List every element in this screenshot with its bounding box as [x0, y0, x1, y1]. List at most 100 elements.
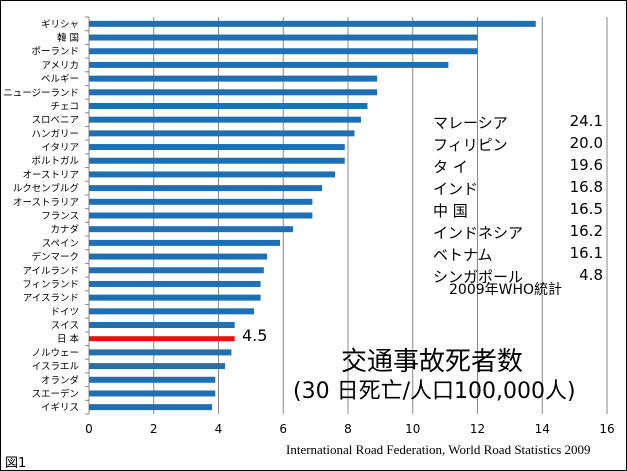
category-label: アイスランド — [23, 293, 79, 304]
inset-note: 2009年WHO統計 — [449, 282, 563, 298]
category-label: アメリカ — [41, 60, 79, 71]
inset-value: 16.5 — [569, 200, 603, 218]
category-label: デンマーク — [31, 251, 79, 263]
inset-value: 4.8 — [579, 266, 603, 284]
bar — [89, 363, 225, 370]
inset-country: インド — [433, 180, 479, 198]
bar — [89, 48, 478, 55]
category-label: イスラエル — [32, 362, 80, 373]
inset-row: インドネシア 16.2 — [433, 222, 603, 244]
category-label: フランス — [41, 211, 79, 222]
chart-subtitle: (30 日死亡/人口100,000人) — [293, 379, 576, 404]
inset-row: タ イ 19.6 — [433, 156, 603, 178]
category-label: オーストリア — [22, 170, 79, 181]
bar — [89, 404, 213, 411]
inset-row: インド 16.8 — [433, 178, 603, 200]
bar — [89, 376, 216, 383]
bar — [89, 322, 235, 329]
x-tick-label: 16 — [599, 422, 614, 436]
category-label: ギリシャ — [41, 19, 79, 30]
category-label: ノルウェー — [31, 348, 79, 359]
bar — [89, 349, 232, 356]
inset-country: タ イ — [433, 158, 468, 176]
category-label: チェコ — [50, 101, 79, 112]
bar — [89, 20, 536, 27]
inset-row: マレーシア 24.1 — [433, 112, 603, 134]
bar — [89, 198, 313, 205]
inset-row: シンガポール 4.8 — [433, 266, 603, 288]
source-note: International Road Federation, World Roa… — [286, 442, 591, 457]
inset-value: 16.1 — [569, 244, 603, 262]
bar — [89, 267, 264, 274]
x-tick-label: 0 — [85, 422, 93, 436]
x-tick-label: 12 — [470, 422, 485, 436]
bar — [89, 130, 355, 137]
inset-country: 中 国 — [433, 202, 468, 220]
x-tick-label: 14 — [535, 422, 550, 436]
category-label: イギリス — [41, 403, 79, 414]
bar — [89, 239, 281, 246]
bar — [89, 390, 216, 397]
inset-row: フィリピン 20.0 — [433, 134, 603, 156]
category-label: ルクセンブルグ — [13, 183, 80, 195]
category-label: ポーランド — [31, 47, 79, 58]
category-label: ポルトガル — [31, 156, 79, 167]
bar — [89, 336, 235, 342]
category-label: オランダ — [41, 374, 80, 386]
category-label: イタリア — [41, 143, 79, 154]
x-tick-label: 8 — [344, 422, 352, 436]
inset-value: 19.6 — [569, 156, 603, 174]
inset-value: 20.0 — [569, 134, 603, 152]
category-label: スエーデン — [31, 388, 79, 400]
category-label: ハンガリー — [31, 129, 79, 140]
bar — [89, 308, 255, 315]
bar — [89, 171, 336, 178]
x-tick-label: 4 — [215, 422, 223, 436]
bar — [89, 280, 261, 287]
bar — [89, 34, 478, 41]
inset-value: 16.8 — [569, 178, 603, 196]
category-label: ベルギー — [41, 74, 79, 85]
category-label: 韓 国 — [57, 33, 79, 44]
category-label: 日 本 — [57, 333, 80, 345]
category-label: スロベニア — [31, 115, 79, 126]
x-tick-label: 10 — [405, 422, 420, 436]
bar — [89, 116, 361, 123]
category-label: オーストラリア — [13, 197, 79, 208]
x-tick-label: 6 — [279, 422, 287, 436]
inset-value: 24.1 — [569, 112, 603, 130]
category-label: カナダ — [50, 224, 79, 236]
asia-inset-table: マレーシア 24.1 フィリピン 20.0 タ イ 19.6 インド 16.8 中 国 1… — [433, 112, 603, 288]
category-label: フィンランド — [22, 279, 79, 290]
bar — [89, 226, 293, 233]
category-label: スペイン — [42, 238, 79, 249]
category-label: アイルランド — [22, 266, 79, 277]
bar — [89, 61, 449, 68]
bar — [89, 89, 378, 96]
figure-label: 図1 — [5, 456, 27, 471]
japan-value-label: 4.5 — [242, 326, 268, 345]
inset-country: インドネシア — [433, 224, 524, 242]
bar — [89, 212, 313, 219]
category-label: スイス — [51, 321, 79, 332]
bar — [89, 253, 268, 260]
bar — [89, 294, 261, 301]
category-label: ドイツ — [50, 307, 79, 318]
bar — [89, 157, 345, 164]
inset-country: マレーシア — [433, 114, 508, 132]
bar — [89, 144, 345, 151]
x-tick-label: 2 — [150, 422, 158, 436]
bar — [89, 75, 378, 82]
inset-country: ベトナム — [433, 246, 493, 264]
inset-row: ベトナム 16.1 — [433, 244, 603, 266]
bar — [89, 185, 323, 192]
category-label: ニュージーランド — [3, 88, 79, 99]
inset-value: 16.2 — [569, 222, 603, 240]
inset-row: 中 国 16.5 — [433, 200, 603, 222]
chart-title: 交通事故死者数 — [341, 347, 524, 377]
inset-country: シンガポール — [433, 268, 524, 286]
bar — [89, 102, 368, 109]
inset-country: フィリピン — [433, 136, 508, 154]
